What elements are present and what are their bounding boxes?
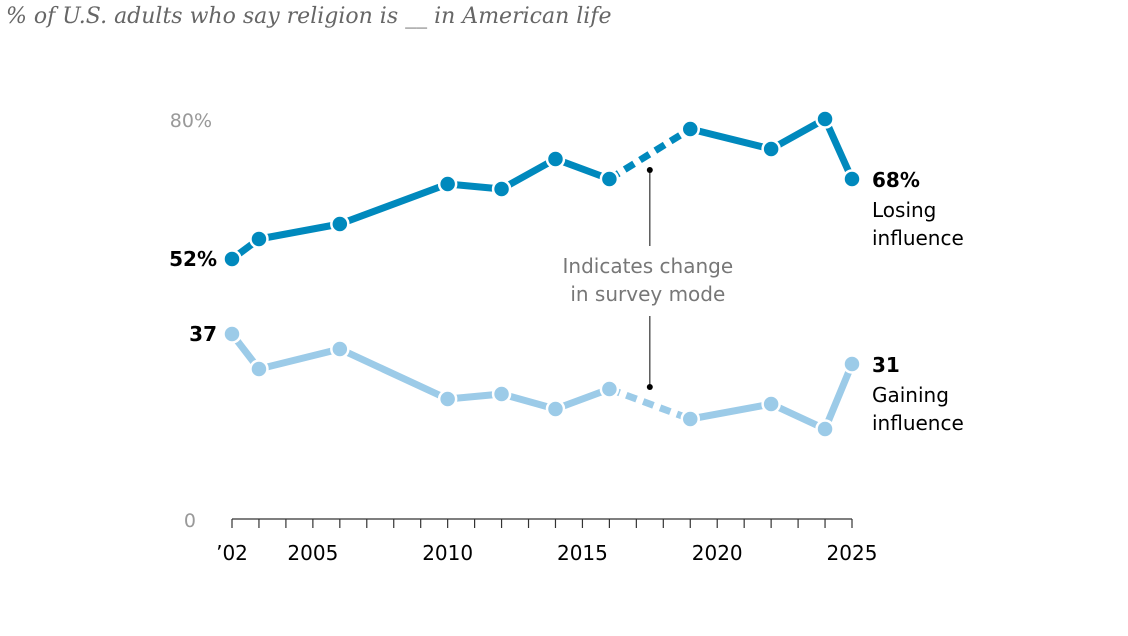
annotation-dot-top (646, 167, 653, 173)
series-line-segment (498, 155, 559, 193)
series-name-label: Gaining (872, 383, 949, 407)
annotation-text: in survey mode (570, 282, 725, 306)
x-tick-label: 2015 (557, 541, 608, 565)
series-line-segment (686, 125, 775, 153)
series-layer (222, 109, 862, 439)
series-point (491, 179, 512, 199)
series-line-segment (255, 345, 344, 373)
series-point (761, 139, 781, 159)
series-name-label: influence (872, 411, 964, 435)
series-line-segment-dashed (608, 385, 692, 423)
series-point (249, 359, 269, 379)
series-point (330, 214, 350, 234)
series-start-label: 52% (169, 247, 217, 271)
series-point (249, 229, 269, 249)
series-point (761, 394, 781, 414)
series-point (330, 339, 350, 359)
axis-layer: ’02 2005 2010 2015 2020 2025 80% 0 (170, 110, 878, 565)
series-point (815, 419, 835, 439)
series-point (545, 149, 566, 169)
series-point (680, 409, 701, 429)
x-tick-label: ’02 (216, 541, 248, 565)
series-point (599, 379, 620, 399)
series-line-segment (686, 400, 775, 423)
x-tick-label: 2025 (827, 541, 878, 565)
series-line-segment (336, 180, 452, 228)
series-end-label: 31 (872, 353, 900, 377)
label-layer: 52% 68% Losing influence 37 31 Gaining influenc… (169, 167, 964, 435)
series-line-segment (821, 115, 856, 183)
series-point (599, 169, 620, 189)
series-point (437, 389, 458, 409)
series-point (545, 399, 566, 419)
annotation-text: Indicates change (563, 254, 734, 278)
series-line-segment-dashed (607, 126, 693, 182)
series-point (437, 174, 458, 194)
y-tick-label-top: 80% (170, 110, 212, 132)
x-tick-label: 2020 (692, 541, 743, 565)
series-line-segment (336, 345, 452, 403)
series-line-segment (767, 400, 829, 433)
series-line-segment (255, 220, 344, 243)
annotation-dot-bottom (646, 384, 653, 390)
series-name-label: Losing (872, 198, 936, 222)
series-point (222, 249, 242, 269)
series-end-label: 68% (872, 168, 920, 192)
series-line-segment (821, 360, 856, 433)
series-point (842, 354, 862, 374)
series-line-segment (767, 115, 829, 153)
series-name-label: influence (872, 226, 964, 250)
x-tick-label: 2010 (422, 541, 473, 565)
chart-subtitle: % of U.S. adults who say religion is __ … (6, 4, 612, 29)
series-point (680, 119, 701, 139)
series-point (815, 109, 835, 129)
series-point (222, 324, 242, 344)
y-tick-label-zero: 0 (184, 510, 196, 532)
series-start-label: 37 (189, 322, 217, 346)
x-tick-label: 2005 (287, 541, 338, 565)
series-point (491, 384, 512, 404)
series-point (842, 169, 862, 189)
